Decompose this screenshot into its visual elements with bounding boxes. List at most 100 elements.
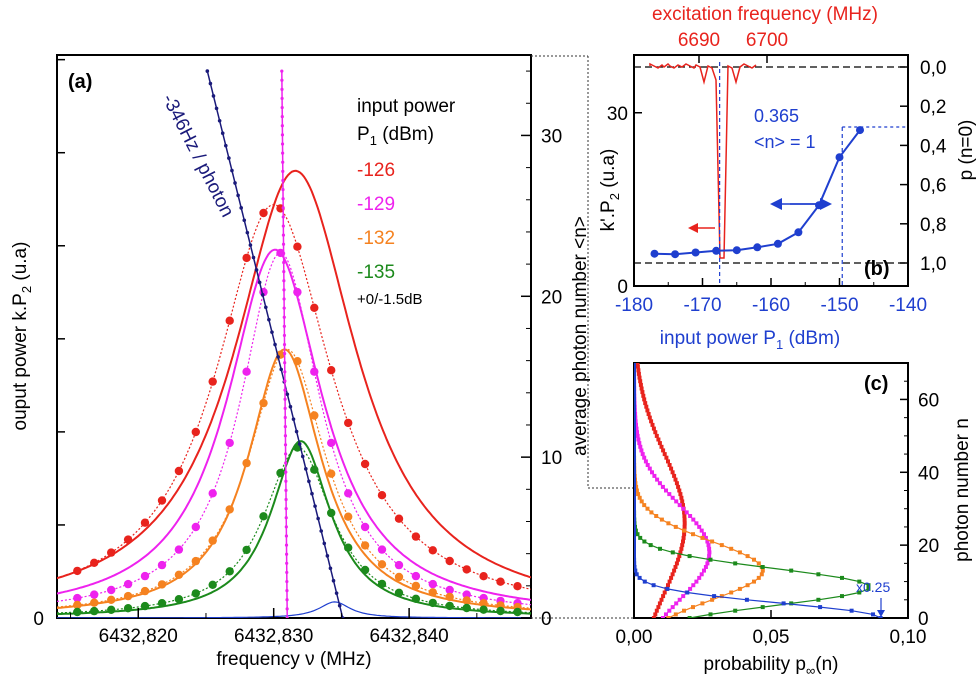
c-distribution-point xyxy=(637,441,642,446)
c-distribution-point xyxy=(687,616,692,618)
data-point xyxy=(377,579,387,589)
c-distribution-line-3 xyxy=(634,363,870,618)
vertical-fit-point xyxy=(280,133,285,137)
c-distribution-point xyxy=(737,550,742,555)
a-xtick-label: 6432,840 xyxy=(369,626,448,647)
data-curve-0 xyxy=(57,203,531,590)
c-distribution-point xyxy=(674,561,679,566)
linear-fit-point xyxy=(251,255,256,260)
c-distribution-point xyxy=(662,590,667,595)
vertical-fit-point xyxy=(285,570,289,575)
c-distribution-point xyxy=(818,605,823,610)
c-distribution-point xyxy=(634,408,636,413)
data-point xyxy=(174,570,184,579)
c-distribution-point xyxy=(674,481,679,486)
c-distribution-point xyxy=(640,390,645,395)
vertical-fit-point xyxy=(285,616,289,618)
b-series-point xyxy=(691,248,700,257)
c-distribution-point xyxy=(866,586,871,591)
vertical-fit-point xyxy=(281,206,285,210)
c-distribution-point xyxy=(691,517,696,522)
c-distribution-point xyxy=(634,470,636,475)
c-distribution-point xyxy=(634,363,636,365)
linear-fit-point xyxy=(267,317,271,322)
b-xtick-label: -140 xyxy=(889,295,927,316)
c-distribution-point xyxy=(752,557,756,562)
c-distribution-point xyxy=(674,499,679,504)
c-distribution-point xyxy=(840,594,844,599)
data-point xyxy=(174,466,184,476)
c-distribution-point xyxy=(708,557,713,562)
c-distribution-point xyxy=(699,572,704,577)
data-point xyxy=(360,522,370,532)
c-distribution-point xyxy=(680,543,685,548)
linear-fit-point xyxy=(285,392,290,397)
data-point xyxy=(360,541,370,550)
c-distribution-point xyxy=(634,379,636,384)
data-point xyxy=(242,458,251,468)
b-top-tick-label: 6700 xyxy=(746,30,788,51)
data-point xyxy=(73,593,82,603)
c-distribution-point xyxy=(659,597,664,602)
c-ytick-label: 40 xyxy=(918,463,939,484)
data-point xyxy=(479,572,488,581)
c-xtick-label: 0,05 xyxy=(753,627,790,648)
c-scale-arrow-head xyxy=(877,610,885,617)
c-distribution-point xyxy=(699,528,704,533)
data-point xyxy=(107,548,116,557)
c-distribution-point xyxy=(634,492,636,497)
c-distribution-point xyxy=(666,459,670,464)
c-distribution-point xyxy=(667,579,672,584)
data-point xyxy=(310,465,319,474)
c-distribution-point xyxy=(849,608,854,613)
c-distribution-point xyxy=(635,433,640,438)
panel-a-legend-title-1: input power xyxy=(357,96,456,117)
c-distribution-point xyxy=(710,539,715,544)
c-distribution-point xyxy=(643,401,648,406)
panel-a-label: (a) xyxy=(68,71,92,93)
c-distribution-point xyxy=(756,575,761,580)
c-distribution-point xyxy=(752,579,756,584)
c-distribution-point xyxy=(634,532,636,537)
data-point xyxy=(428,588,437,597)
linear-fit-point xyxy=(270,330,274,334)
vertical-fit-point xyxy=(283,361,287,365)
linear-fit-point xyxy=(223,143,228,148)
data-point xyxy=(344,512,353,521)
c-distribution-point xyxy=(866,583,871,588)
b-series-point xyxy=(712,246,721,255)
c-distribution-point xyxy=(729,546,734,551)
c-distribution-point xyxy=(644,404,649,409)
data-point xyxy=(394,572,404,582)
data-point xyxy=(445,592,454,602)
vertical-fit-point xyxy=(282,333,287,338)
b-series-point xyxy=(732,246,741,255)
data-point xyxy=(513,607,522,617)
linear-fit-point xyxy=(328,566,333,571)
vertical-fit-point xyxy=(282,306,286,310)
a-y2tick-label: 30 xyxy=(541,126,562,147)
c-distribution-point xyxy=(674,601,679,606)
c-distribution-point xyxy=(642,503,647,508)
linear-fit-point xyxy=(230,168,234,173)
c-distribution-point xyxy=(634,433,636,438)
linear-fit-point xyxy=(322,541,327,546)
c-distribution-point xyxy=(744,597,749,602)
c-distribution-point xyxy=(634,463,636,467)
c-distribution-point xyxy=(660,484,665,489)
panel-a-frame xyxy=(56,54,532,619)
data-point xyxy=(276,468,285,478)
c-distribution-point xyxy=(634,364,636,369)
c-distribution-point xyxy=(634,419,636,424)
data-point xyxy=(123,535,133,544)
panel-b-label: (b) xyxy=(864,258,890,280)
c-distribution-point xyxy=(685,590,690,595)
c-xtick-label: 0,10 xyxy=(890,627,927,648)
linear-fit-point xyxy=(297,442,302,446)
c-distribution-point xyxy=(667,463,672,467)
data-point xyxy=(90,558,99,567)
c-distribution-point xyxy=(673,612,678,617)
vertical-fit-point xyxy=(283,443,288,447)
vertical-fit-point xyxy=(284,534,289,538)
